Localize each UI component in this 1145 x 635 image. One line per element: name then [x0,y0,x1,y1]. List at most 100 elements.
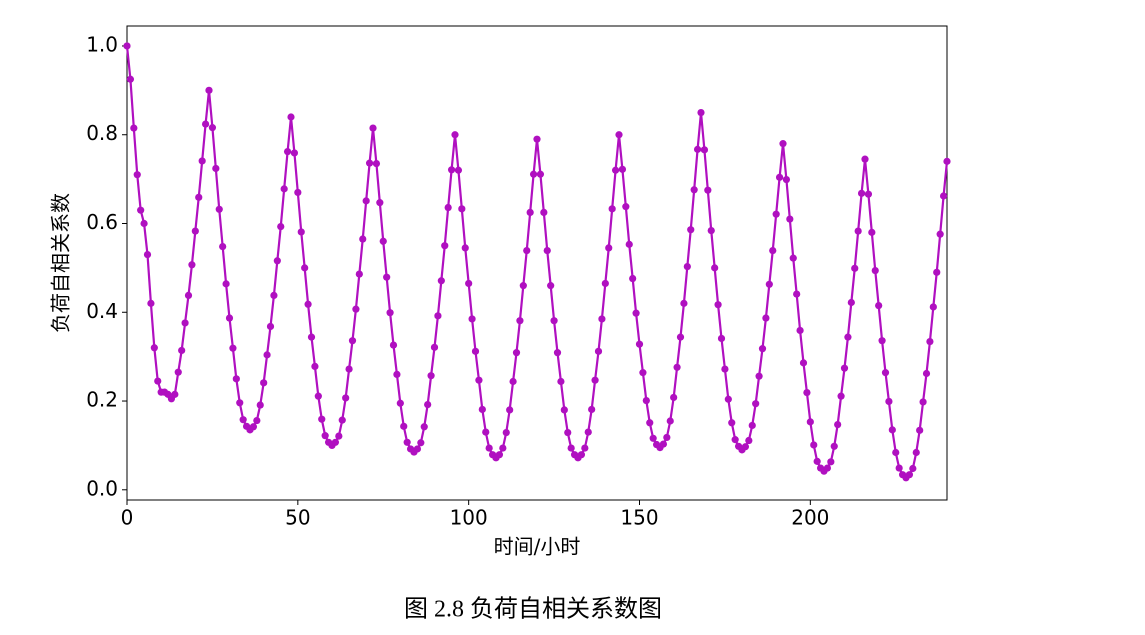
marker [680,299,688,307]
marker [772,210,780,218]
marker [362,197,370,205]
marker [430,343,439,351]
marker [389,341,398,349]
marker [386,309,394,317]
marker [301,264,309,272]
marker [263,351,271,359]
marker [270,291,278,299]
marker [420,423,428,431]
marker [512,349,521,357]
marker [396,399,404,407]
marker [690,186,698,194]
caption: 图 2.8 负荷自相关系数图 [404,596,662,623]
marker [352,305,360,313]
marker [154,377,162,385]
marker [622,203,630,211]
marker [779,140,787,148]
marker [208,124,217,132]
marker [936,230,944,238]
marker [277,223,285,231]
marker [174,368,182,376]
marker [854,227,862,235]
marker [714,301,722,309]
marker [297,228,305,236]
marker [939,192,948,200]
marker [540,208,548,217]
marker [926,337,934,346]
marker [266,322,275,331]
marker [447,166,456,174]
marker [451,131,459,139]
marker [646,419,654,427]
marker [605,244,613,252]
marker [304,300,312,308]
marker [205,86,213,94]
marker [806,418,814,426]
marker [670,393,678,402]
marker [919,398,927,406]
marker [236,399,244,407]
marker [468,315,476,323]
marker [844,333,852,341]
marker [591,376,599,384]
marker [188,261,196,269]
marker [584,428,592,436]
marker [697,108,705,117]
marker [629,274,637,283]
x-tick-label: 50 [285,506,310,530]
marker [239,416,247,424]
marker [588,405,596,414]
line [125,45,949,480]
marker [485,444,493,452]
marker [611,166,620,174]
marker [895,464,903,472]
marker [369,124,377,132]
y-axis-label: 负荷自相关系数 [49,193,73,333]
marker [560,406,568,414]
marker [557,377,565,386]
marker [608,205,616,213]
y-tick-label: 0.4 [86,299,118,323]
marker [318,415,326,423]
marker [461,244,469,252]
marker [516,317,524,325]
marker [338,416,346,424]
marker [663,433,671,442]
marker [840,364,849,372]
marker [577,451,586,459]
marker [345,365,353,373]
marker [827,458,835,466]
marker [632,309,640,317]
marker [625,240,633,248]
marker [864,190,873,198]
marker [478,405,486,414]
marker [434,312,442,320]
marker [618,165,627,173]
marker [916,426,924,434]
marker [219,242,227,251]
x-tick-label: 0 [121,506,134,530]
marker [444,203,452,212]
marker [769,246,777,255]
marker [567,444,575,452]
marker [782,175,791,184]
marker [273,257,281,265]
marker [721,365,729,373]
marker [195,193,203,201]
marker [222,280,230,288]
x-tick-label: 100 [450,506,488,530]
marker [495,451,504,459]
marker [912,448,920,457]
marker [126,75,135,83]
marker [775,173,784,181]
marker [885,397,893,406]
marker [424,400,432,409]
marker [905,471,914,479]
marker [311,362,319,371]
marker [499,444,507,452]
y-tick-label: 0.6 [86,210,118,234]
x-axis-label: 时间/小时 [494,535,581,559]
marker [130,124,138,132]
marker [232,375,240,383]
marker [878,337,886,345]
